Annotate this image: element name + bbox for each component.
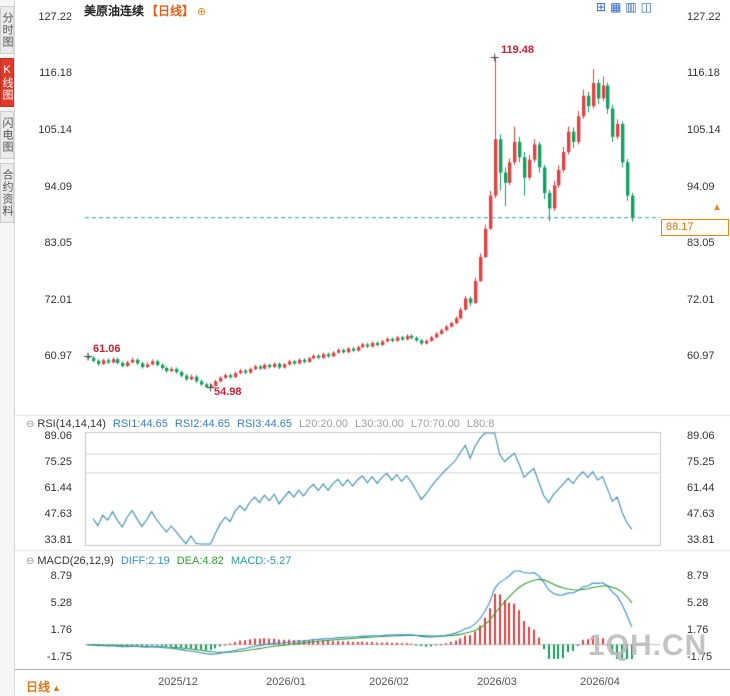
period-label: 日线 (26, 680, 51, 694)
rsi-header: ⊖ RSI(14,14,14) RSI1:44.65 RSI2:44.65 RSI3:4… (26, 418, 501, 430)
symbol-name: 美原油连续 (84, 4, 145, 18)
rsi-axis-label: 89.06 (687, 430, 715, 442)
left-tab-bar: 分时图 K线图 闪电图 合约资料 (0, 0, 15, 696)
y-axis-label: 116.18 (687, 67, 720, 79)
tab-kline-chart[interactable]: K线图 (0, 58, 14, 107)
x-axis-label: 2026/02 (369, 676, 409, 688)
macd-axis-label: -1.75 (687, 651, 713, 663)
rsi-axis-label: 33.81 (44, 534, 72, 546)
y-axis-label: 94.09 (687, 181, 715, 193)
y-axis-label: 105.14 (38, 124, 72, 136)
low-price-annotation: 54.98 (214, 386, 242, 398)
rsi-axis-label: 33.81 (687, 534, 715, 546)
tab-time-chart[interactable]: 分时图 (0, 6, 14, 54)
rsi-axis-label: 89.06 (44, 430, 72, 442)
macd-axis-label: 8.79 (50, 570, 72, 582)
rsi-title: RSI(14,14,14) (37, 418, 106, 430)
y-axis-label: 83.05 (687, 237, 715, 249)
side-panel-icon[interactable]: ◫ (640, 0, 653, 14)
macd-axis-label: 8.79 (687, 570, 709, 582)
macd-axis-label: 1.76 (687, 624, 709, 636)
rsi-l80-value: L80:8 (466, 418, 495, 430)
y-axis-label: 127.22 (687, 11, 721, 23)
macd-dea-value: DEA:4.82 (176, 555, 224, 567)
rsi-axis-label: 75.25 (687, 456, 715, 468)
multi-window-icon[interactable]: ▦ (610, 0, 622, 14)
macd-diff-value: DIFF:2.19 (120, 555, 170, 567)
y-axis-label: 127.22 (38, 11, 72, 23)
rsi3-value: RSI3:44.65 (236, 418, 293, 430)
high-price-annotation: 119.48 (501, 44, 535, 56)
price-up-arrow-icon: ▲ (712, 202, 722, 213)
y-axis-label: 72.01 (687, 294, 715, 306)
y-axis-label: 72.01 (44, 294, 72, 306)
macd-axis-label: 5.28 (687, 597, 709, 609)
x-axis-label: 2026/03 (477, 676, 517, 688)
rsi2-value: RSI2:44.65 (174, 418, 230, 430)
panel-columns-icon[interactable]: ▥ (625, 0, 637, 14)
y-axis-label: 60.97 (687, 350, 715, 362)
macd-axis-label: 5.28 (50, 597, 72, 609)
layout-toolbar: ⊞ ▦ ▥ ◫ (596, 0, 652, 14)
x-axis-label: 2026/01 (266, 676, 306, 688)
period-tag: 【日线】 (146, 4, 195, 18)
y-axis-label: 60.97 (44, 350, 72, 362)
collapse-rsi-icon[interactable]: ⊖ (26, 419, 35, 430)
rsi-axis-label: 61.44 (44, 482, 72, 494)
period-dropdown-icon: ▲ (52, 683, 61, 693)
macd-axis-label: 1.76 (50, 624, 72, 636)
rsi1-value: RSI1:44.65 (112, 418, 168, 430)
rsi-axis-label: 61.44 (687, 482, 715, 494)
y-axis-label: 83.05 (44, 237, 72, 249)
macd-axis-label: -1.75 (46, 651, 72, 663)
add-indicator-icon[interactable]: ⊕ (197, 6, 207, 18)
y-axis-label: 94.09 (44, 181, 72, 193)
y-axis-label: 116.18 (39, 67, 72, 79)
grid-layout-icon[interactable]: ⊞ (596, 0, 607, 14)
last-price-tag: 88.17 (661, 219, 729, 236)
period-selector[interactable]: 日线 ▲ (26, 678, 61, 695)
collapse-macd-icon[interactable]: ⊖ (26, 556, 35, 567)
macd-hist-value: MACD:-5.27 (230, 555, 292, 567)
rsi-axis-label: 75.25 (44, 456, 72, 468)
y-axis-label: 105.14 (687, 124, 721, 136)
chart-title: 美原油连续 【日线】 ⊕ (84, 2, 206, 19)
open-price-annotation: 61.06 (93, 343, 121, 355)
rsi-l20-value: L20:20.00 (299, 418, 348, 430)
macd-title: MACD(26,12,9) (37, 555, 114, 567)
rsi-l30-value: L30:30.00 (354, 418, 404, 430)
x-axis-label: 2026/04 (580, 676, 620, 688)
rsi-l70-value: L70:70.00 (410, 418, 460, 430)
x-axis-label: 2025/12 (158, 676, 198, 688)
tab-contract-info[interactable]: 合约资料 (0, 163, 14, 223)
time-axis-bar (0, 669, 730, 696)
tab-lightning-chart[interactable]: 闪电图 (0, 111, 14, 159)
macd-header: ⊖ MACD(26,12,9) DIFF:2.19 DEA:4.82 MACD:-5.2… (26, 555, 298, 567)
rsi-axis-label: 47.63 (44, 508, 72, 520)
rsi-axis-label: 47.63 (687, 508, 715, 520)
